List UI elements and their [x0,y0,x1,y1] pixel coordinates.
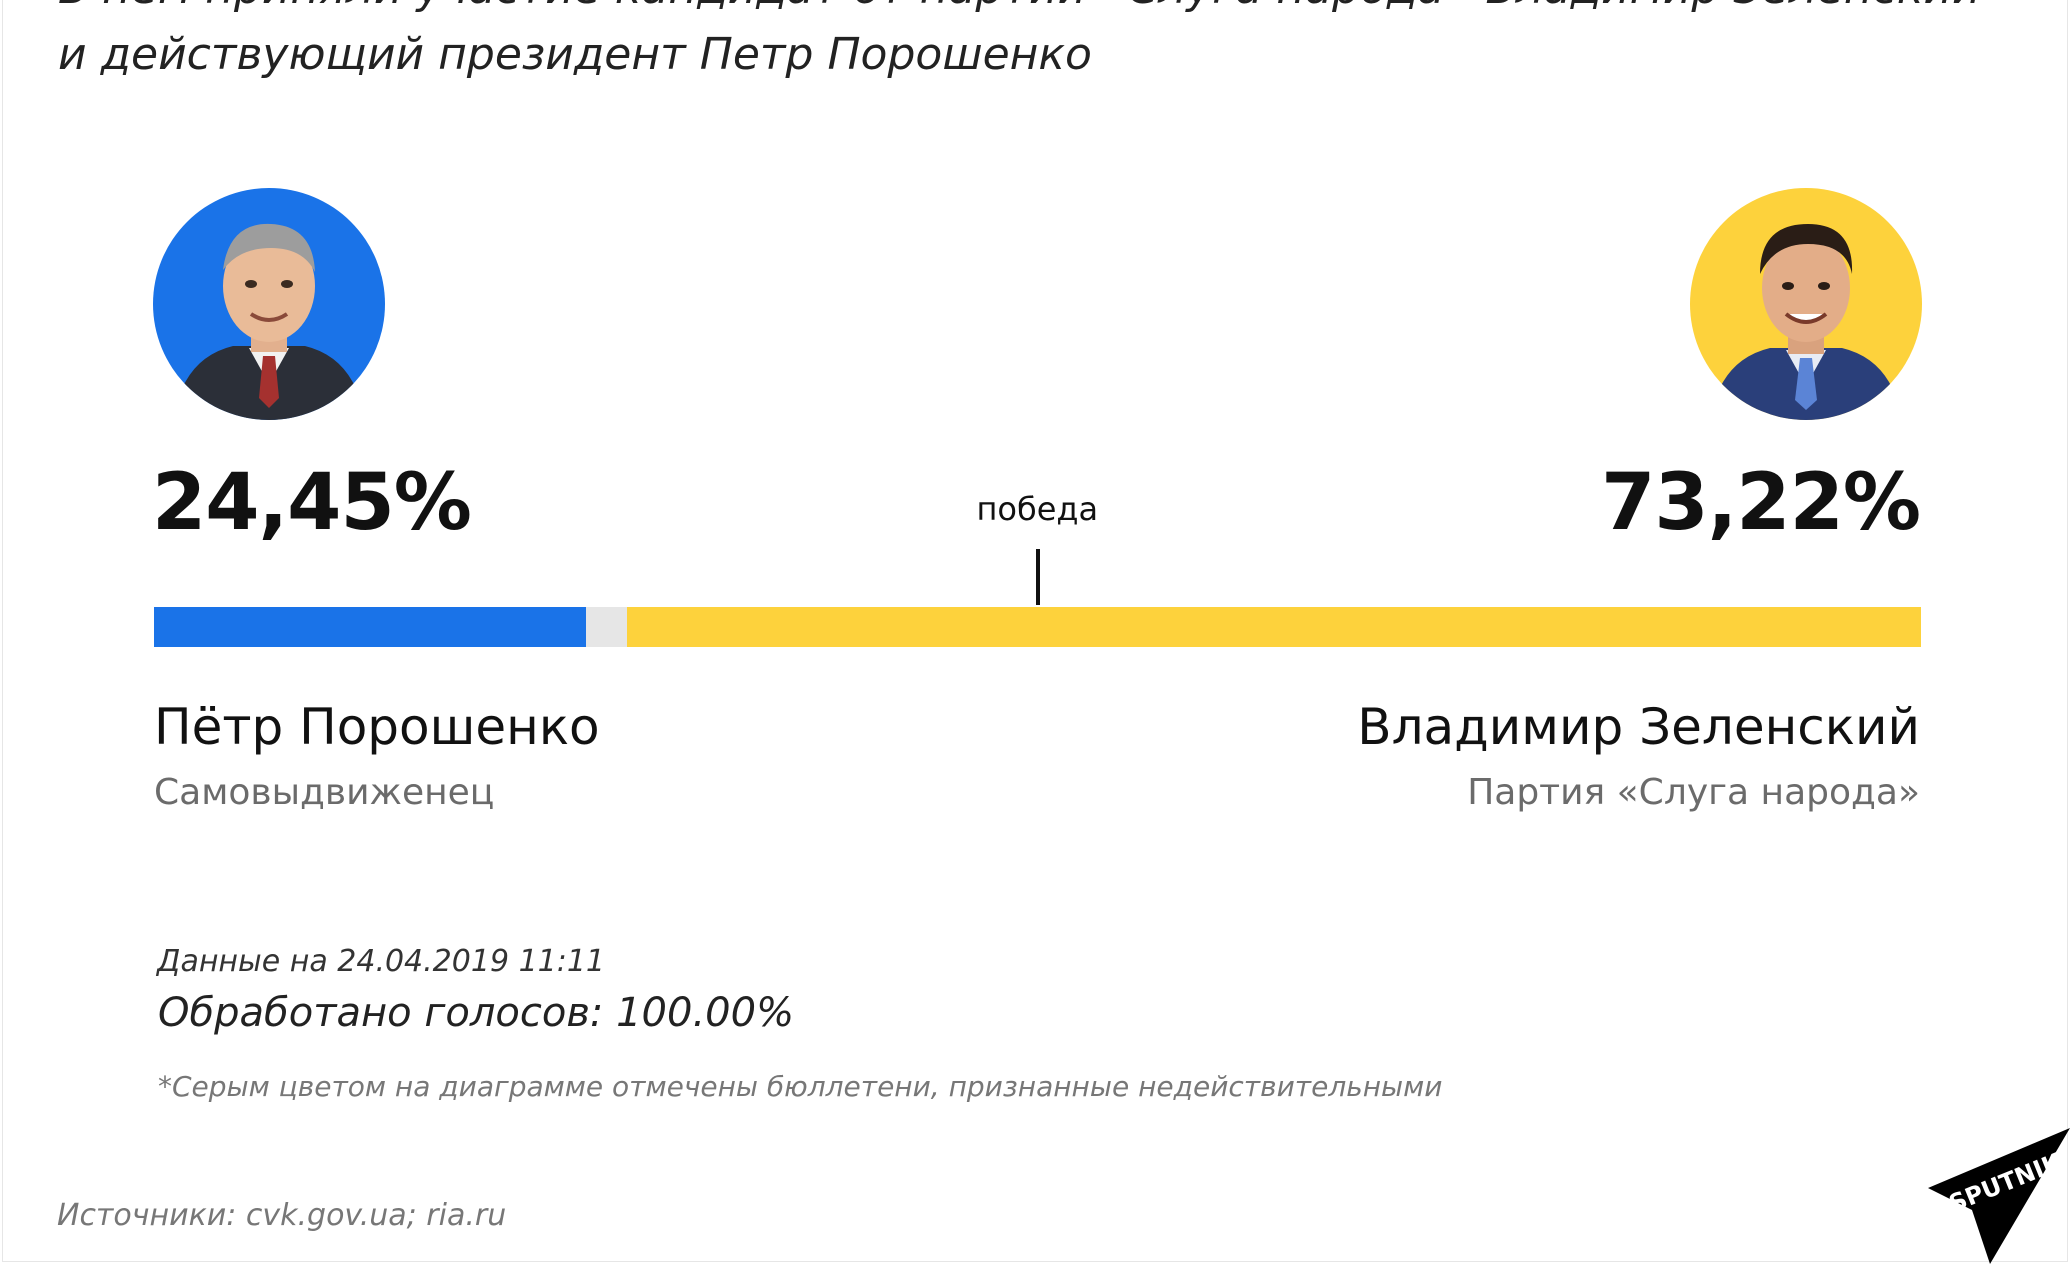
zelensky-percent: 73,22% [1601,458,1921,548]
poroshenko-photo-icon [153,188,385,420]
zelensky-photo-icon [1690,188,1922,420]
zelensky-party: Партия «Слуга народа» [1467,772,1920,813]
poroshenko-percent: 24,45% [152,458,472,548]
intro-text: В нем приняли участие кандидат от партии… [58,0,2018,88]
votes-processed: Обработано голосов: 100.00% [158,990,795,1036]
sources: Источники: cvk.gov.ua; ria.ru [57,1198,507,1233]
poroshenko-bar-segment [154,607,587,647]
poroshenko-party: Самовыдвиженец [154,772,495,813]
intro-line-2: и действующий президент Петр Порошенко [58,29,1092,80]
footnote: *Серым цветом на диаграмме отмечены бюлл… [158,1070,1443,1103]
zelensky-name: Владимир Зеленский [1357,698,1920,756]
data-date: Данные на 24.04.2019 11:11 [157,944,606,979]
sputnik-logo: SPUTNIK [1920,1126,2070,1270]
win-threshold-label: победа [976,490,1099,528]
intro-line-1: В нем приняли участие кандидат от партии… [58,0,2018,22]
result-bar [154,607,1921,647]
invalid-ballots-bar-segment [586,607,628,647]
zelensky-bar-segment [627,607,1921,647]
poroshenko-name: Пётр Порошенко [154,698,600,756]
win-threshold-marker [1035,549,1040,605]
